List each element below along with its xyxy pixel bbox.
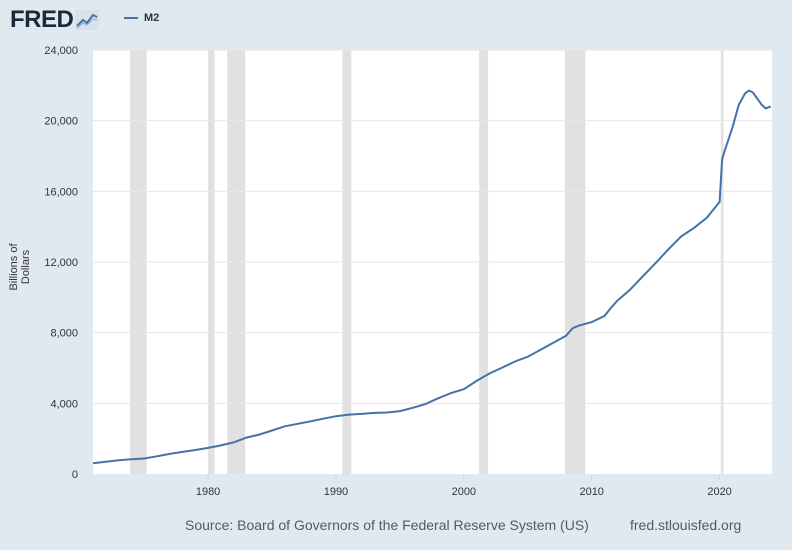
- m2-series-line: [92, 89, 772, 465]
- chart-trend-icon: [75, 10, 100, 30]
- x-tick-label: 2010: [579, 486, 603, 498]
- y-tick-label: 4,000: [50, 398, 78, 410]
- y-tick-label: 16,000: [44, 186, 78, 198]
- y-tick-label: 12,000: [44, 257, 78, 269]
- y-tick-label: 8,000: [50, 328, 78, 340]
- legend-swatch: [124, 17, 138, 19]
- x-tick-label: 2020: [707, 486, 731, 498]
- y-tick-label: 20,000: [44, 116, 78, 128]
- legend: M2: [124, 12, 159, 24]
- fred-logo[interactable]: FRED: [10, 6, 100, 34]
- x-tick-label: 1980: [196, 486, 220, 498]
- y-tick-label: 0: [72, 469, 78, 481]
- source-text: Source: Board of Governors of the Federa…: [185, 517, 589, 533]
- y-axis-title: Billions of Dollars: [8, 243, 32, 291]
- x-tick-label: 1990: [324, 486, 348, 498]
- fred-logo-text: FRED: [10, 6, 74, 33]
- legend-label: M2: [144, 12, 160, 24]
- fred-url-link[interactable]: fred.stlouisfed.org: [630, 517, 742, 533]
- x-tick-label: 2000: [452, 486, 476, 498]
- y-tick-label: 24,000: [44, 45, 78, 57]
